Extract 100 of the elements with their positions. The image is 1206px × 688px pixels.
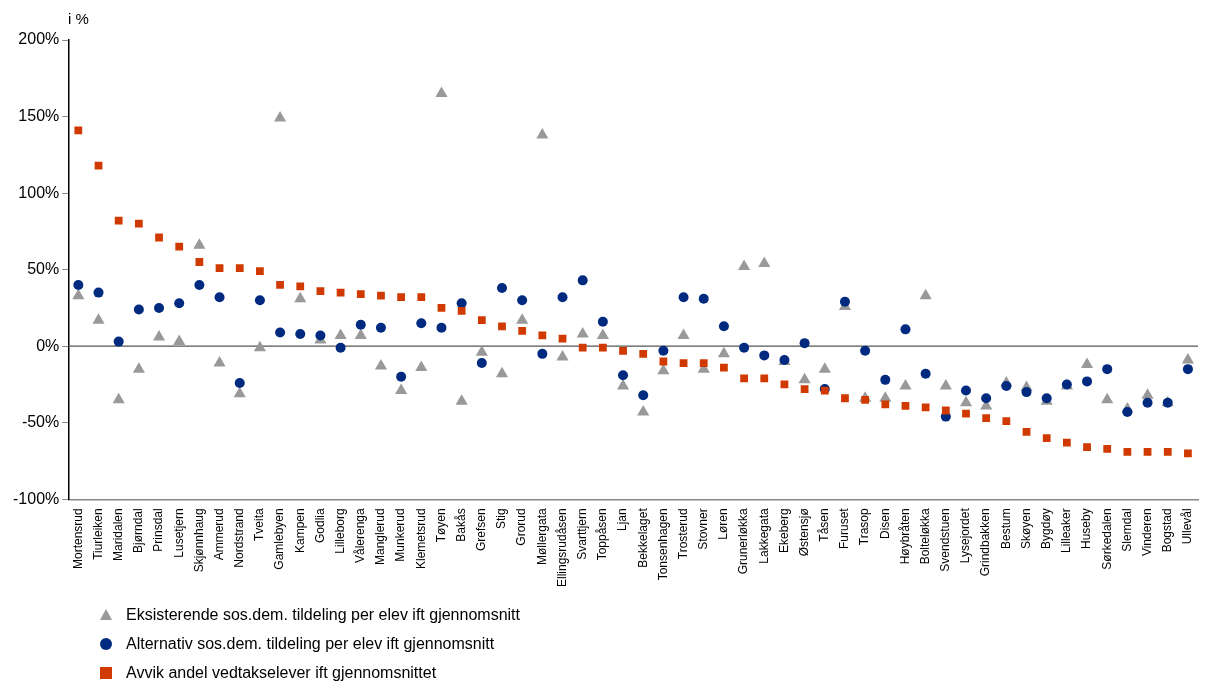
y-tick-label: 100% <box>18 183 60 201</box>
legend-label: Alternativ sos.dem. tildeling per elev ift gjennomsnitt <box>126 634 495 653</box>
point <box>1022 428 1031 436</box>
point <box>195 258 204 266</box>
x-tick-label: Stovner <box>696 508 711 550</box>
point <box>619 346 627 355</box>
point <box>1001 381 1012 391</box>
point <box>415 360 428 372</box>
point <box>354 328 367 339</box>
point <box>1101 392 1114 404</box>
point <box>577 275 588 286</box>
x-tick-label: Ellingsrudåsen <box>554 508 569 587</box>
point <box>900 324 911 335</box>
point <box>962 409 970 418</box>
point <box>739 342 750 353</box>
point <box>901 402 910 410</box>
x-tick-label: Munkerud <box>393 508 408 562</box>
point <box>155 233 163 242</box>
x-tick-label: Maridalen <box>111 508 125 561</box>
point <box>598 343 607 352</box>
y-tick-label: 200% <box>18 30 60 48</box>
x-tick-label: Lysejordet <box>958 507 973 564</box>
point <box>597 316 608 327</box>
point <box>294 291 307 303</box>
point <box>435 86 448 98</box>
x-tick-label: Trasop <box>857 507 872 546</box>
x-tick-label: Vålerenga <box>353 507 368 563</box>
point <box>477 316 486 325</box>
point <box>455 394 468 405</box>
point <box>576 326 589 338</box>
point <box>154 302 165 313</box>
x-tick-label: Toppåsen <box>595 508 610 561</box>
x-tick-label: Høybråten <box>897 508 912 565</box>
point <box>538 331 547 340</box>
point <box>73 279 84 290</box>
y-axis-title: i % <box>68 10 89 27</box>
point <box>618 370 629 381</box>
x-tick-label: Ullevål <box>1180 508 1195 545</box>
legend-label: Eksisterende sos.dem. tildeling per elev ift gjennomsnitt <box>126 605 520 624</box>
point <box>175 242 184 251</box>
x-tick-label: Lilleaker <box>1059 508 1074 553</box>
point <box>921 403 930 412</box>
point <box>717 346 730 358</box>
x-tick-label: Nordstrand <box>232 508 247 568</box>
point <box>114 216 123 225</box>
point <box>475 345 488 356</box>
point <box>1042 434 1051 442</box>
point <box>758 256 771 268</box>
point <box>74 126 83 135</box>
point <box>939 379 952 390</box>
point <box>718 321 729 332</box>
x-tick-label: Godlia <box>312 507 327 543</box>
x-tick-label: Trosterud <box>675 508 690 560</box>
x-tick-label: Vinderen <box>1139 508 1154 557</box>
point <box>798 372 811 384</box>
point <box>1123 447 1132 456</box>
x-tick-label: Stig <box>494 508 509 529</box>
point <box>536 127 549 139</box>
point <box>1122 407 1133 418</box>
point <box>92 313 105 324</box>
point <box>1082 376 1093 387</box>
point <box>498 322 506 331</box>
point <box>1083 443 1091 452</box>
x-tick-label: Østensjø <box>796 507 811 557</box>
x-tick-label: Mortensrud <box>70 508 85 569</box>
point <box>861 395 870 404</box>
point <box>276 281 284 289</box>
x-tick-label: Bestum <box>998 508 1013 549</box>
point <box>699 359 708 367</box>
point <box>556 349 569 361</box>
point <box>799 338 810 349</box>
point <box>173 334 186 346</box>
point <box>174 298 185 309</box>
x-tick-label: Grorud <box>514 508 529 546</box>
point <box>396 371 407 382</box>
point <box>596 328 609 339</box>
point <box>941 406 950 415</box>
point <box>1102 364 1113 375</box>
point <box>738 259 751 271</box>
point <box>457 307 466 315</box>
point <box>720 363 728 372</box>
x-tick-label: Furuset <box>837 507 852 549</box>
point <box>395 383 408 395</box>
point <box>740 374 748 383</box>
point <box>1062 438 1071 447</box>
point <box>256 267 264 276</box>
point <box>760 374 769 383</box>
point <box>397 293 406 302</box>
point <box>841 394 849 403</box>
point <box>374 359 388 370</box>
point <box>959 395 973 407</box>
x-tick-label: Ammerud <box>211 508 226 561</box>
x-tick-label: Lakkegata <box>756 507 771 564</box>
x-tick-label: Sørkedalen <box>1099 508 1114 570</box>
point <box>557 292 568 303</box>
point <box>194 279 205 290</box>
point <box>375 322 386 333</box>
point <box>295 328 306 339</box>
point <box>679 359 688 367</box>
x-tick-label: Møllergata <box>534 507 549 565</box>
